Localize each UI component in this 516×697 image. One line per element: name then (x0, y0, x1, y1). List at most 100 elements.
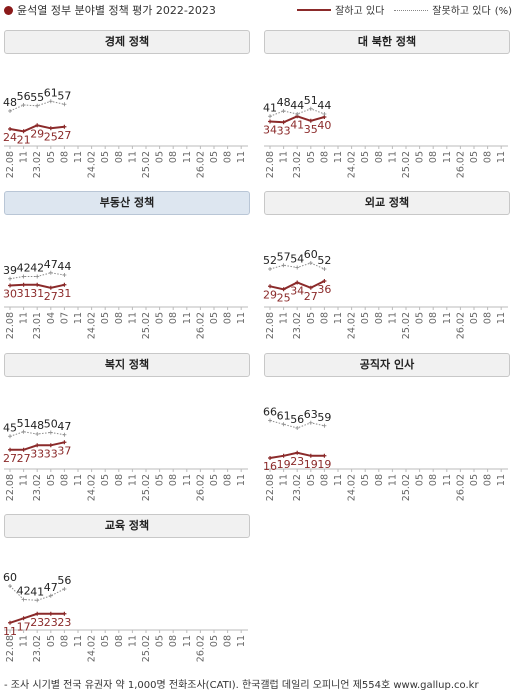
data-label-approve: 21 (17, 133, 31, 146)
x-tick-label: 22.08 (5, 312, 16, 339)
x-tick-label: 08 (483, 474, 494, 486)
point-disapprove (48, 99, 53, 104)
x-tick-label: 11 (442, 151, 453, 163)
point-disapprove (35, 274, 40, 279)
data-label-approve: 16 (263, 460, 277, 473)
data-label-approve: 30 (3, 288, 17, 301)
x-tick-label: 11 (279, 312, 290, 324)
x-tick-label: 04 (46, 312, 57, 324)
data-label-approve: 33 (44, 447, 58, 460)
point-approve (21, 447, 26, 452)
point-approve (35, 282, 40, 287)
x-tick-label: 22.08 (265, 474, 276, 501)
point-disapprove (35, 103, 40, 108)
x-tick-label: 25.02 (141, 151, 152, 178)
point-disapprove (8, 584, 12, 588)
data-label-approve: 29 (30, 127, 44, 140)
data-label-disapprove: 45 (3, 421, 17, 434)
x-tick-label: 08 (114, 312, 125, 324)
point-disapprove (35, 432, 40, 436)
x-tick-label: 08 (374, 151, 385, 163)
x-tick-label: 11 (19, 312, 30, 324)
point-approve (62, 611, 67, 616)
legend-approve-label: 잘하고 있다 (335, 6, 385, 17)
data-label-approve: 36 (317, 283, 331, 296)
point-approve (8, 127, 12, 131)
data-label-disapprove: 59 (317, 411, 331, 424)
chart-real-estate: 22.08 11 23.01 04 07 11 24.02 05 08 11 25.02 05 08 11… (3, 258, 248, 339)
point-disapprove (21, 274, 26, 279)
x-tick-label: 26.02 (455, 312, 466, 339)
point-approve (21, 282, 26, 287)
chart-diplomacy: 22.08 11 23.02 05 08 11 24.02 05 08 11 25.02 05 08 11… (263, 248, 508, 339)
data-label-disapprove: 61 (277, 409, 291, 422)
data-label-disapprove: 52 (263, 254, 277, 267)
x-tick-label: 05 (469, 474, 480, 486)
point-approve (308, 453, 313, 458)
series-line-disapprove (9, 585, 65, 601)
x-tick-label: 05 (209, 635, 220, 647)
data-label-disapprove: 47 (44, 258, 58, 271)
point-disapprove (308, 261, 313, 265)
point-approve (308, 118, 313, 123)
x-tick-label: 23.02 (32, 635, 43, 662)
point-disapprove (21, 103, 26, 107)
point-disapprove (295, 426, 300, 430)
data-label-approve: 19 (277, 458, 291, 471)
x-tick-label: 11 (19, 635, 30, 647)
point-disapprove (21, 429, 26, 434)
x-tick-label: 25.02 (141, 474, 152, 501)
point-approve (281, 120, 286, 125)
x-tick-label: 11 (182, 312, 193, 324)
x-tick-label: 05 (469, 151, 480, 163)
x-tick-label: 07 (59, 312, 70, 324)
point-disapprove (268, 418, 272, 423)
x-tick-label: 05 (209, 474, 220, 486)
x-tick-label: 05 (306, 474, 317, 486)
chart-north-korea: 22.08 11 23.02 05 08 11 24.02 05 08 11 25.02 05 08 11… (263, 94, 508, 178)
x-tick-label: 26.02 (455, 474, 466, 501)
title-row: 윤석열 정부 분야별 정책 평가 2022-2023 잘하고 있다 잘못하고 있다… (0, 0, 516, 20)
data-label-disapprove: 66 (263, 406, 277, 419)
panel-education: 교육 정책 22.08 11 23.02 05 08 11 24.02 05 08 11 25.02… (3, 514, 250, 674)
data-label-disapprove: 42 (17, 262, 31, 275)
x-tick-label: 26.02 (195, 474, 206, 501)
point-disapprove (308, 106, 313, 111)
data-label-disapprove: 63 (304, 408, 318, 421)
data-label-approve: 23 (30, 616, 44, 629)
x-tick-label: 05 (360, 312, 371, 324)
data-label-approve: 35 (304, 123, 318, 136)
point-disapprove (48, 593, 53, 598)
x-tick-label: 23.02 (292, 312, 303, 339)
x-tick-label: 11 (127, 312, 138, 324)
chart-education: 22.08 11 23.02 05 08 11 24.02 05 08 11 25.02 05 08 11… (3, 571, 248, 662)
x-tick-label: 08 (319, 474, 330, 486)
x-tick-label: 08 (223, 635, 234, 647)
data-label-disapprove: 60 (3, 571, 17, 584)
x-tick-label: 05 (306, 312, 317, 324)
x-tick-label: 23.02 (32, 474, 43, 501)
x-tick-label: 08 (223, 151, 234, 163)
x-tick-label: 08 (428, 474, 439, 486)
point-approve (8, 283, 12, 288)
data-label-disapprove: 48 (277, 96, 291, 109)
point-approve (322, 453, 327, 458)
x-tick-label: 05 (46, 151, 57, 163)
panel-appointments: 공직자 인사 22.08 11 23.02 05 08 11 24.02 05 08 11 25.0… (263, 353, 510, 513)
point-disapprove (35, 598, 40, 603)
point-approve (62, 282, 67, 287)
x-tick-label: 11 (236, 151, 247, 163)
point-approve (62, 440, 67, 445)
point-disapprove (295, 112, 300, 116)
x-tick-label: 11 (333, 151, 344, 163)
point-approve (35, 443, 40, 448)
x-tick-label: 05 (155, 635, 166, 647)
chart-title: 윤석열 정부 분야별 정책 평가 2022-2023 (4, 2, 216, 18)
data-label-disapprove: 44 (290, 99, 304, 112)
data-label-disapprove: 44 (317, 99, 331, 112)
x-tick-label: 11 (236, 312, 247, 324)
point-approve (268, 284, 272, 289)
data-label-disapprove: 56 (57, 574, 71, 587)
legend: 잘하고 있다 잘못하고 있다 (%) (297, 2, 512, 17)
footer-note: - 조사 시기별 전국 유권자 약 1,000명 전화조사(CATI). 한국갤… (4, 680, 479, 691)
